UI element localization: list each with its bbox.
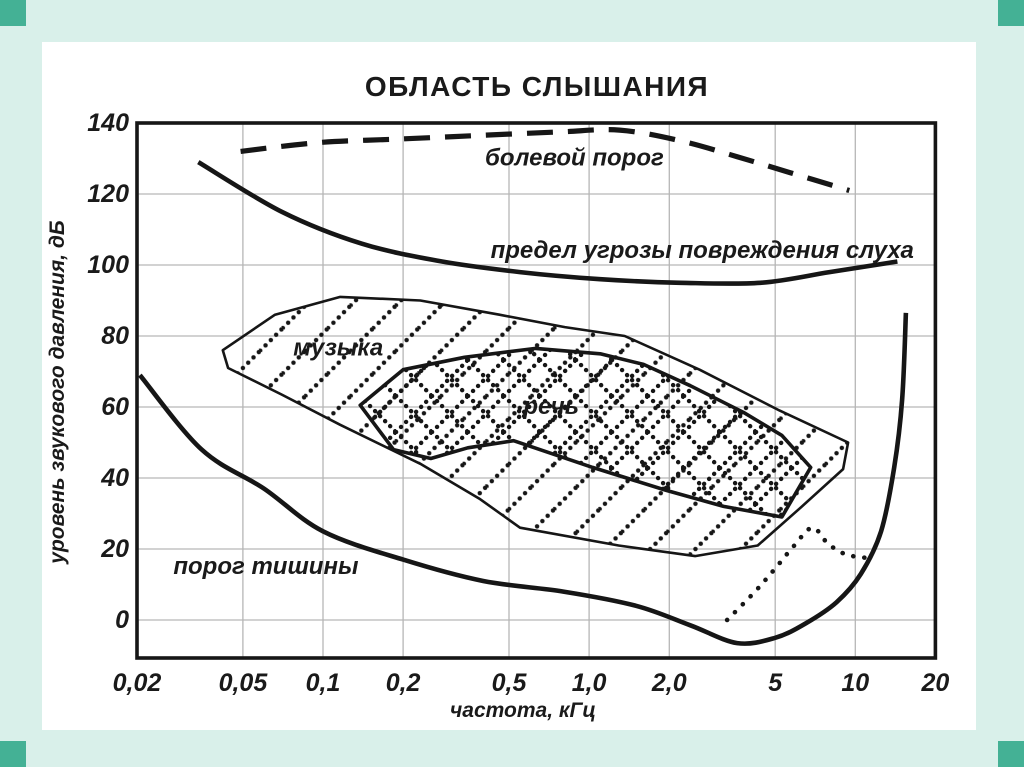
- curve-silence-threshold: [138, 312, 909, 646]
- x-tick-5: 5: [768, 669, 783, 697]
- x-tick-0,2: 0,2: [386, 669, 421, 697]
- x-tick-0,1: 0,1: [306, 669, 341, 697]
- corner-accent-top-right: [998, 0, 1024, 26]
- curve-silence-threshold-dotted-branch: [724, 525, 869, 623]
- region-speech: [358, 346, 813, 519]
- x-tick-2,0: 2,0: [651, 669, 687, 697]
- label-pain-threshold: болевой порог: [485, 145, 664, 172]
- y-tick-120: 120: [87, 180, 129, 208]
- corner-accent-bottom-right: [998, 741, 1024, 767]
- label-damage-risk-limit: предел угрозы повреждения слуха: [491, 237, 914, 264]
- chart-title: ОБЛАСТЬ СЛЫШАНИЯ: [365, 71, 709, 102]
- y-tick-40: 40: [100, 464, 129, 492]
- y-tick-0: 0: [115, 606, 129, 634]
- x-tick-20: 20: [920, 669, 949, 697]
- curve-layer: [138, 127, 909, 646]
- y-tick-100: 100: [87, 251, 129, 279]
- curve-pain-threshold: [240, 127, 851, 193]
- plot-border-layer: [135, 121, 938, 660]
- label-music: музыка: [293, 335, 383, 362]
- y-tick-140: 140: [87, 109, 129, 137]
- x-tick-1,0: 1,0: [572, 669, 607, 697]
- label-speech: речь: [522, 393, 579, 420]
- x-axis-label: частота, кГц: [450, 699, 596, 722]
- region-layer: [221, 295, 850, 558]
- x-tick-0,02: 0,02: [113, 669, 162, 697]
- x-tick-0,5: 0,5: [492, 669, 528, 697]
- plot-border: [135, 121, 938, 660]
- y-tick-80: 80: [101, 322, 129, 350]
- y-axis-label: уровень звукового давления, дБ: [46, 220, 69, 565]
- y-tick-60: 60: [101, 393, 129, 421]
- x-tick-0,05: 0,05: [219, 669, 269, 697]
- corner-accent-bottom-left: [0, 741, 26, 767]
- y-tick-20: 20: [100, 535, 129, 563]
- x-tick-10: 10: [841, 669, 869, 697]
- curve-annotation-layer: болевой порог предел угрозы повреждения с…: [173, 145, 913, 580]
- label-silence-threshold: порог тишины: [173, 553, 359, 580]
- tick-label-layer: 0 20 40 60 80 100 120 140 0,02 0,05 0,1 0,2 0,5 1,0 2,…: [87, 109, 949, 697]
- curve-damage-risk-limit: [197, 160, 898, 286]
- corner-accent-top-left: [0, 0, 26, 26]
